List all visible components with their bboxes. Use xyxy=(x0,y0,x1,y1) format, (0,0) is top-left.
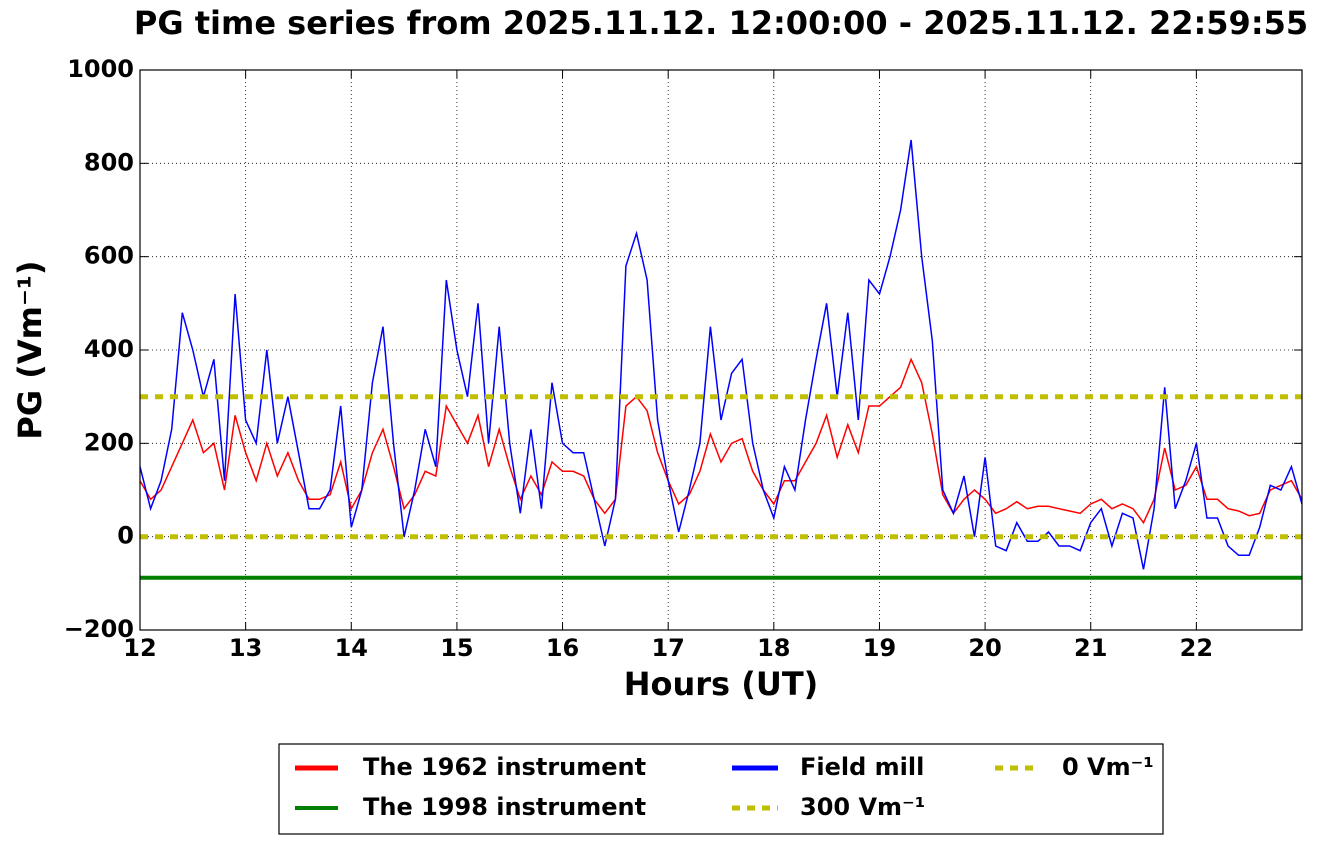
y-tick-label: 200 xyxy=(84,428,134,456)
legend-label: The 1998 instrument xyxy=(363,793,646,821)
y-tick-label: 600 xyxy=(84,242,134,270)
x-axis-label: Hours (UT) xyxy=(624,665,819,703)
legend-label: The 1962 instrument xyxy=(363,753,646,781)
x-tick-label: 13 xyxy=(229,634,262,662)
y-tick-label: 400 xyxy=(84,335,134,363)
y-tick-label: 0 xyxy=(117,522,134,550)
x-tick-label: 17 xyxy=(651,634,684,662)
x-tick-label: 12 xyxy=(123,634,156,662)
series-line xyxy=(140,139,1302,570)
series-line xyxy=(140,357,1302,525)
x-tick-label: 15 xyxy=(440,634,473,662)
x-tick-label: 21 xyxy=(1074,634,1107,662)
x-tick-label: 18 xyxy=(757,634,790,662)
legend-label: 300 Vm⁻¹ xyxy=(800,793,925,821)
chart-title: PG time series from 2025.11.12. 12:00:00… xyxy=(134,4,1308,42)
x-tick-label: 14 xyxy=(335,634,368,662)
plot-frame xyxy=(139,69,1303,631)
y-axis-label: PG (Vm⁻¹) xyxy=(11,260,49,439)
legend-box xyxy=(278,743,1164,835)
x-tick-label: 22 xyxy=(1180,634,1213,662)
x-tick-label: 16 xyxy=(546,634,579,662)
y-tick-label: −200 xyxy=(64,615,134,643)
y-tick-label: 800 xyxy=(84,148,134,176)
legend-label: Field mill xyxy=(800,753,924,781)
x-tick-label: 20 xyxy=(968,634,1001,662)
x-tick-label: 19 xyxy=(863,634,896,662)
y-tick-label: 1000 xyxy=(67,55,134,83)
legend-label: 0 Vm⁻¹ xyxy=(1062,753,1154,781)
